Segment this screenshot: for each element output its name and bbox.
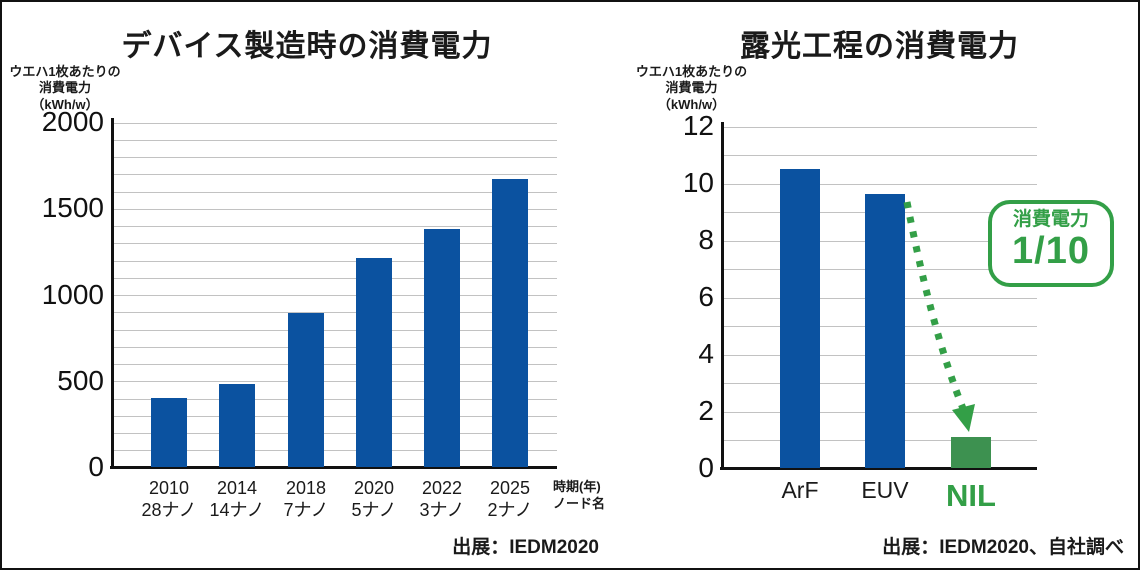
- y-tick-label: 12: [682, 110, 714, 141]
- plot-area-1: [720, 122, 1037, 470]
- gridline: [722, 155, 1037, 156]
- bar-2014: [219, 384, 255, 467]
- right-chart-title: 露光工程の消費電力: [740, 30, 1019, 63]
- gridline: [112, 295, 557, 296]
- gridline: [112, 450, 557, 452]
- bar-2018: [288, 313, 324, 467]
- gridline: [112, 122, 557, 124]
- y-axis-label-line: 消費電力: [38, 80, 91, 96]
- bar-2022: [424, 228, 460, 467]
- callout-value: 1/10: [1012, 229, 1090, 272]
- x-axis-note-line: ノード名: [553, 495, 606, 511]
- x-category-label-ArF: ArF: [781, 477, 819, 503]
- y-tick-label: 4: [698, 338, 714, 369]
- gridline: [112, 139, 557, 141]
- y-tick-label: 6: [698, 281, 714, 312]
- y-tick-label: 10: [682, 167, 714, 198]
- y-axis-line: [111, 118, 114, 469]
- right-y-axis-label: ウエハ1枚あたりの 消費電力 （kWh/w）: [634, 64, 749, 113]
- x-category-label-2022: 2022 3ナノ: [419, 478, 465, 520]
- gridline: [112, 191, 557, 193]
- gridline: [112, 208, 557, 210]
- right-source-text: 出展：IEDM2020、自社調べ: [882, 537, 1124, 558]
- plot-area-0: [110, 118, 557, 469]
- y-axis-label-line: ウエハ1枚あたりの: [635, 64, 748, 79]
- bar-ArF: [780, 168, 820, 468]
- gridline: [112, 312, 557, 314]
- left-y-axis-label: ウエハ1枚あたりの 消費電力 （kWh/w）: [5, 64, 125, 113]
- bar-NIL: [951, 436, 991, 468]
- y-axis-label-line: （kWh/w）: [657, 96, 726, 112]
- x-axis-line: [720, 467, 1037, 470]
- gridline: [112, 157, 557, 158]
- gridline: [112, 277, 557, 279]
- gridline: [112, 329, 557, 331]
- x-category-label-2014: 2014 14ナノ: [209, 478, 265, 520]
- gridline: [112, 226, 557, 227]
- y-tick-label: 2: [698, 395, 714, 426]
- gridline: [112, 174, 557, 176]
- y-tick-label: 500: [57, 364, 104, 396]
- x-category-label-NIL: NIL: [946, 478, 996, 513]
- x-axis-note-line: 時期(年): [553, 479, 601, 494]
- x-axis-line: [110, 466, 557, 469]
- gridline: [112, 364, 557, 365]
- left-source-text: 出展：IEDM2020: [452, 537, 599, 558]
- y-axis-label-line: 消費電力: [665, 80, 718, 96]
- y-tick-label: 8: [698, 224, 714, 255]
- x-category-label-2025: 2025 2ナノ: [487, 478, 533, 520]
- y-axis-line: [721, 122, 724, 470]
- x-category-label-EUV: EUV: [861, 477, 909, 503]
- y-axis-label-line: ウエハ1枚あたりの: [9, 64, 121, 79]
- gridline: [722, 126, 1037, 128]
- x-category-label-2020: 2020 5ナノ: [351, 478, 397, 520]
- bar-2020: [356, 258, 392, 467]
- gridline: [722, 183, 1037, 185]
- y-tick-label: 0: [698, 452, 714, 483]
- gridline: [112, 415, 557, 417]
- y-tick-label: 1000: [41, 278, 104, 310]
- gridline: [112, 346, 557, 348]
- bar-2010: [151, 398, 187, 467]
- bar-2025: [492, 178, 528, 467]
- y-tick-label: 0: [88, 451, 104, 482]
- x-category-label-2010: 2010 28ナノ: [141, 478, 197, 520]
- gridline: [112, 398, 557, 400]
- bar-EUV: [865, 194, 905, 468]
- gridline: [112, 433, 557, 434]
- left-chart-title: デバイス製造時の消費電力: [121, 30, 493, 63]
- y-tick-label: 2000: [41, 106, 104, 137]
- y-axis-label-line: （kWh/w）: [31, 96, 99, 112]
- callout-label: 消費電力: [1012, 209, 1089, 230]
- gridline: [112, 260, 557, 262]
- x-axis-note: 時期(年) ノード名: [553, 479, 605, 513]
- y-tick-label: 1500: [41, 192, 104, 224]
- gridline: [112, 381, 557, 383]
- x-category-label-2018: 2018 7ナノ: [283, 478, 329, 520]
- power-reduction-callout: 消費電力 1/10: [988, 200, 1114, 287]
- gridline: [112, 243, 557, 245]
